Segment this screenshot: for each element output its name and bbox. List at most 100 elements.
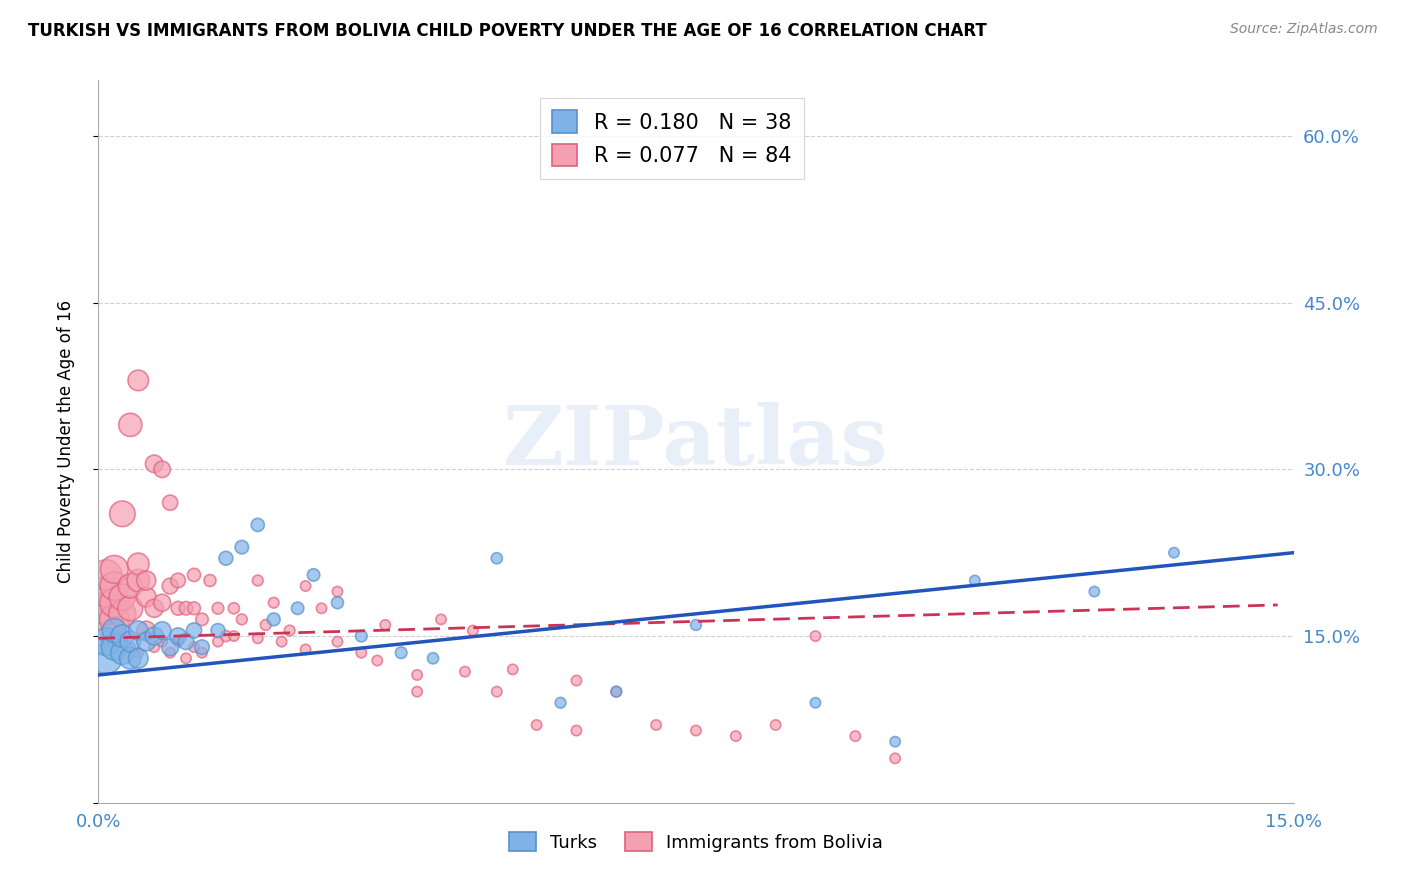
Point [120,601,142,615]
Point [167,634,190,648]
Point [96,601,118,615]
Point [326,634,349,648]
Point [207,624,229,638]
Point [143,457,166,471]
Point [724,729,747,743]
Point [111,629,134,643]
Point [103,596,125,610]
Point [311,601,333,615]
Point [96,634,118,648]
Point [167,574,190,588]
Point [96,618,118,632]
Point [884,751,907,765]
Point [103,624,125,638]
Point [191,612,214,626]
Point [526,718,548,732]
Point [215,551,238,566]
Point [127,574,149,588]
Point [246,574,269,588]
Point [96,584,118,599]
Point [765,718,787,732]
Point [366,653,388,667]
Point [246,517,269,532]
Point [1163,546,1185,560]
Point [167,629,190,643]
Point [174,601,197,615]
Point [96,634,118,648]
Text: Source: ZipAtlas.com: Source: ZipAtlas.com [1230,22,1378,37]
Point [263,612,285,626]
Point [207,634,229,648]
Point [135,624,157,638]
Point [804,696,827,710]
Point [198,574,221,588]
Text: TURKISH VS IMMIGRANTS FROM BOLIVIA CHILD POVERTY UNDER THE AGE OF 16 CORRELATION: TURKISH VS IMMIGRANTS FROM BOLIVIA CHILD… [28,22,987,40]
Text: ZIPatlas: ZIPatlas [503,401,889,482]
Point [326,584,349,599]
Point [103,629,125,643]
Point [135,629,157,643]
Point [685,618,707,632]
Point [120,651,142,665]
Point [183,624,205,638]
Point [191,640,214,655]
Point [389,646,412,660]
Point [127,646,149,660]
Point [120,634,142,648]
Point [963,574,986,588]
Point [278,624,301,638]
Point [111,607,134,621]
Point [150,596,173,610]
Point [263,596,285,610]
Point [150,462,173,476]
Point [350,646,373,660]
Point [159,646,181,660]
Point [96,568,118,582]
Point [605,684,627,698]
Point [120,417,142,432]
Point [454,665,477,679]
Point [159,640,181,655]
Point [111,507,134,521]
Point [111,634,134,648]
Point [167,601,190,615]
Point [804,629,827,643]
Point [143,629,166,643]
Point [246,632,269,646]
Point [565,673,588,688]
Point [550,696,572,710]
Point [135,590,157,604]
Point [1083,584,1105,599]
Point [685,723,707,738]
Point [150,624,173,638]
Point [350,629,373,643]
Point [215,629,238,643]
Point [406,684,429,698]
Point [645,718,668,732]
Point [159,496,181,510]
Point [422,651,444,665]
Point [127,624,149,638]
Point [191,646,214,660]
Point [231,540,253,554]
Point [127,651,149,665]
Point [294,579,316,593]
Point [326,596,349,610]
Point [120,640,142,655]
Point [183,640,205,655]
Point [183,601,205,615]
Point [222,601,245,615]
Point [374,618,396,632]
Point [222,629,245,643]
Point [103,612,125,626]
Point [143,640,166,655]
Point [502,662,524,676]
Point [430,612,453,626]
Point [135,574,157,588]
Point [127,373,149,387]
Point [565,723,588,738]
Point [406,668,429,682]
Point [287,601,309,615]
Point [111,646,134,660]
Point [174,634,197,648]
